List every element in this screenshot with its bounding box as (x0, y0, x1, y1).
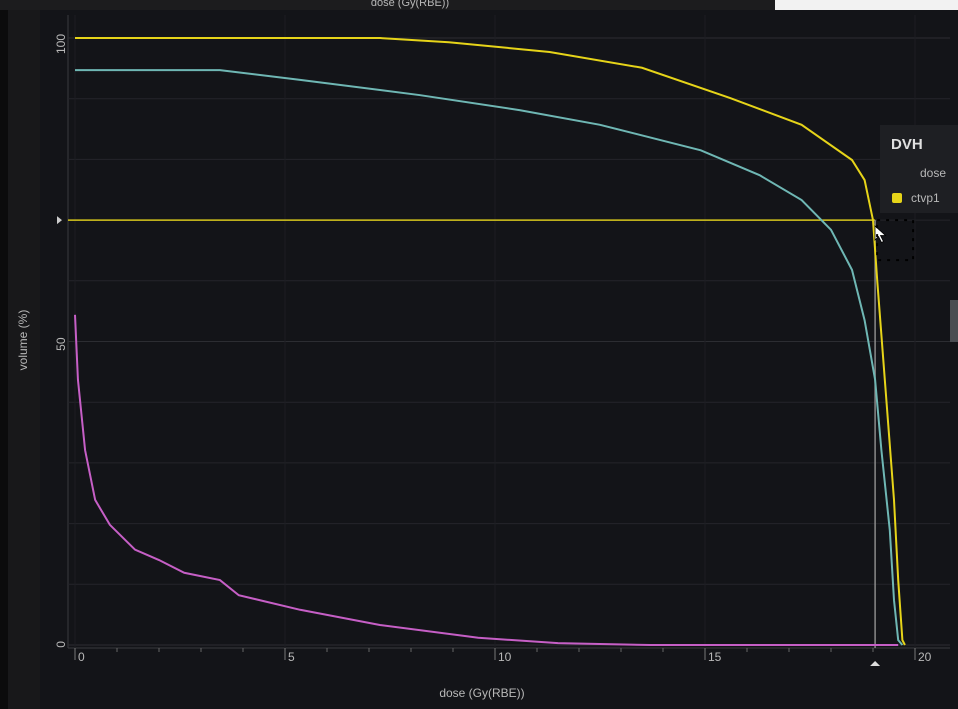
x-tick-label: 10 (498, 650, 512, 664)
scroll-handle[interactable] (950, 300, 958, 342)
y-tick-label: 50 (54, 337, 68, 351)
plot-layer: 0 50 100 0 5 10 15 20 (54, 15, 950, 666)
legend: DVH dose ctvp1 (880, 125, 958, 213)
legend-subtitle: dose (920, 166, 946, 180)
x-tick-label: 15 (708, 650, 722, 664)
y-tick-label: 100 (54, 34, 68, 54)
top-right-panel (775, 0, 958, 10)
legend-title: DVH (891, 136, 923, 153)
series-line (74, 314, 899, 646)
top-strip (0, 0, 775, 10)
y-axis-title: volume (%) (16, 310, 30, 371)
x-axis-title: dose (Gy(RBE)) (439, 686, 524, 700)
cursor-target (876, 219, 915, 262)
left-strip (8, 10, 40, 709)
series-line (75, 69, 904, 646)
cursor-x-marker (870, 661, 881, 666)
legend-label[interactable]: ctvp1 (911, 191, 940, 205)
plot-panel (40, 10, 958, 709)
series-line (75, 37, 906, 646)
cursor-y-marker (57, 216, 62, 225)
x-tick-label: 0 (78, 650, 85, 664)
x-tick-label: 5 (288, 650, 295, 664)
x-tick-label: 20 (918, 650, 932, 664)
mouse-cursor (874, 225, 887, 244)
y-tick-label: 0 (54, 641, 68, 648)
top-strip-label: dose (Gy(RBE)) (371, 0, 449, 9)
legend-swatch (892, 193, 902, 203)
